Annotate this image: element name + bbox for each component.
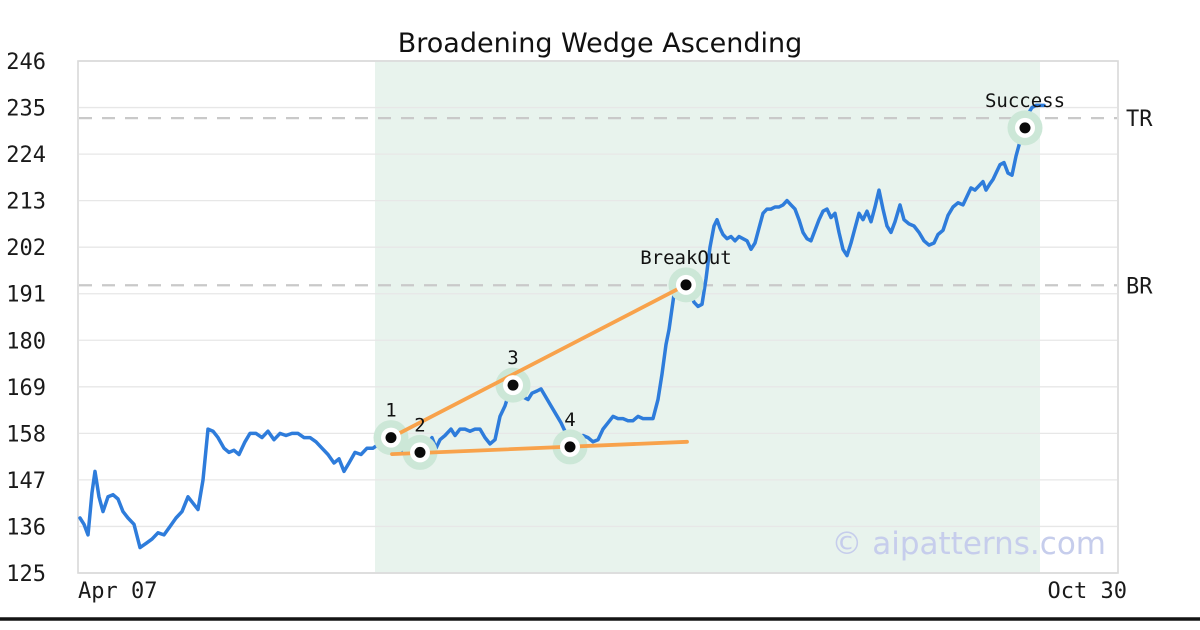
y-tick-label: 213 xyxy=(6,190,46,215)
key-point-dot-4 xyxy=(564,441,576,453)
level-label-tr: TR xyxy=(1126,107,1153,132)
key-point-dot-2 xyxy=(414,446,426,458)
y-tick-label: 158 xyxy=(6,422,46,447)
key-point-label-3: 3 xyxy=(507,347,518,369)
key-point-dot-breakout xyxy=(680,279,692,291)
x-tick-label-end: Oct 30 xyxy=(1048,579,1127,604)
key-point-label-1: 1 xyxy=(385,400,396,422)
trendline-lower xyxy=(390,439,689,456)
y-tick-label: 180 xyxy=(6,329,46,354)
y-tick-label: 147 xyxy=(6,469,46,494)
y-tick-label: 202 xyxy=(6,236,46,261)
y-tick-label: 246 xyxy=(6,50,46,75)
y-tick-label: 235 xyxy=(6,97,46,122)
price-line xyxy=(78,103,1046,550)
y-tick-label: 125 xyxy=(6,562,46,587)
y-tick-label: 224 xyxy=(6,143,46,168)
watermark: © aipatterns.com xyxy=(831,526,1106,562)
y-tick-label: 136 xyxy=(6,515,46,540)
key-point-dot-3 xyxy=(507,379,519,391)
y-tick-label: 191 xyxy=(6,283,46,308)
plot-frame xyxy=(77,60,1119,574)
trendline-upper xyxy=(389,282,688,440)
key-point-label-2: 2 xyxy=(414,414,425,436)
key-point-dot-1 xyxy=(385,432,397,444)
chart-title: Broadening Wedge Ascending xyxy=(398,28,803,59)
y-tick-label: 169 xyxy=(6,376,46,401)
key-point-dot-success xyxy=(1019,122,1031,134)
key-point-label-4: 4 xyxy=(564,409,575,431)
pattern-zone xyxy=(375,61,1040,573)
x-tick-label-start: Apr 07 xyxy=(78,579,157,604)
level-label-br: BR xyxy=(1126,274,1153,299)
key-point-label-success: Success xyxy=(985,90,1065,112)
key-point-label-breakout: BreakOut xyxy=(640,247,732,269)
